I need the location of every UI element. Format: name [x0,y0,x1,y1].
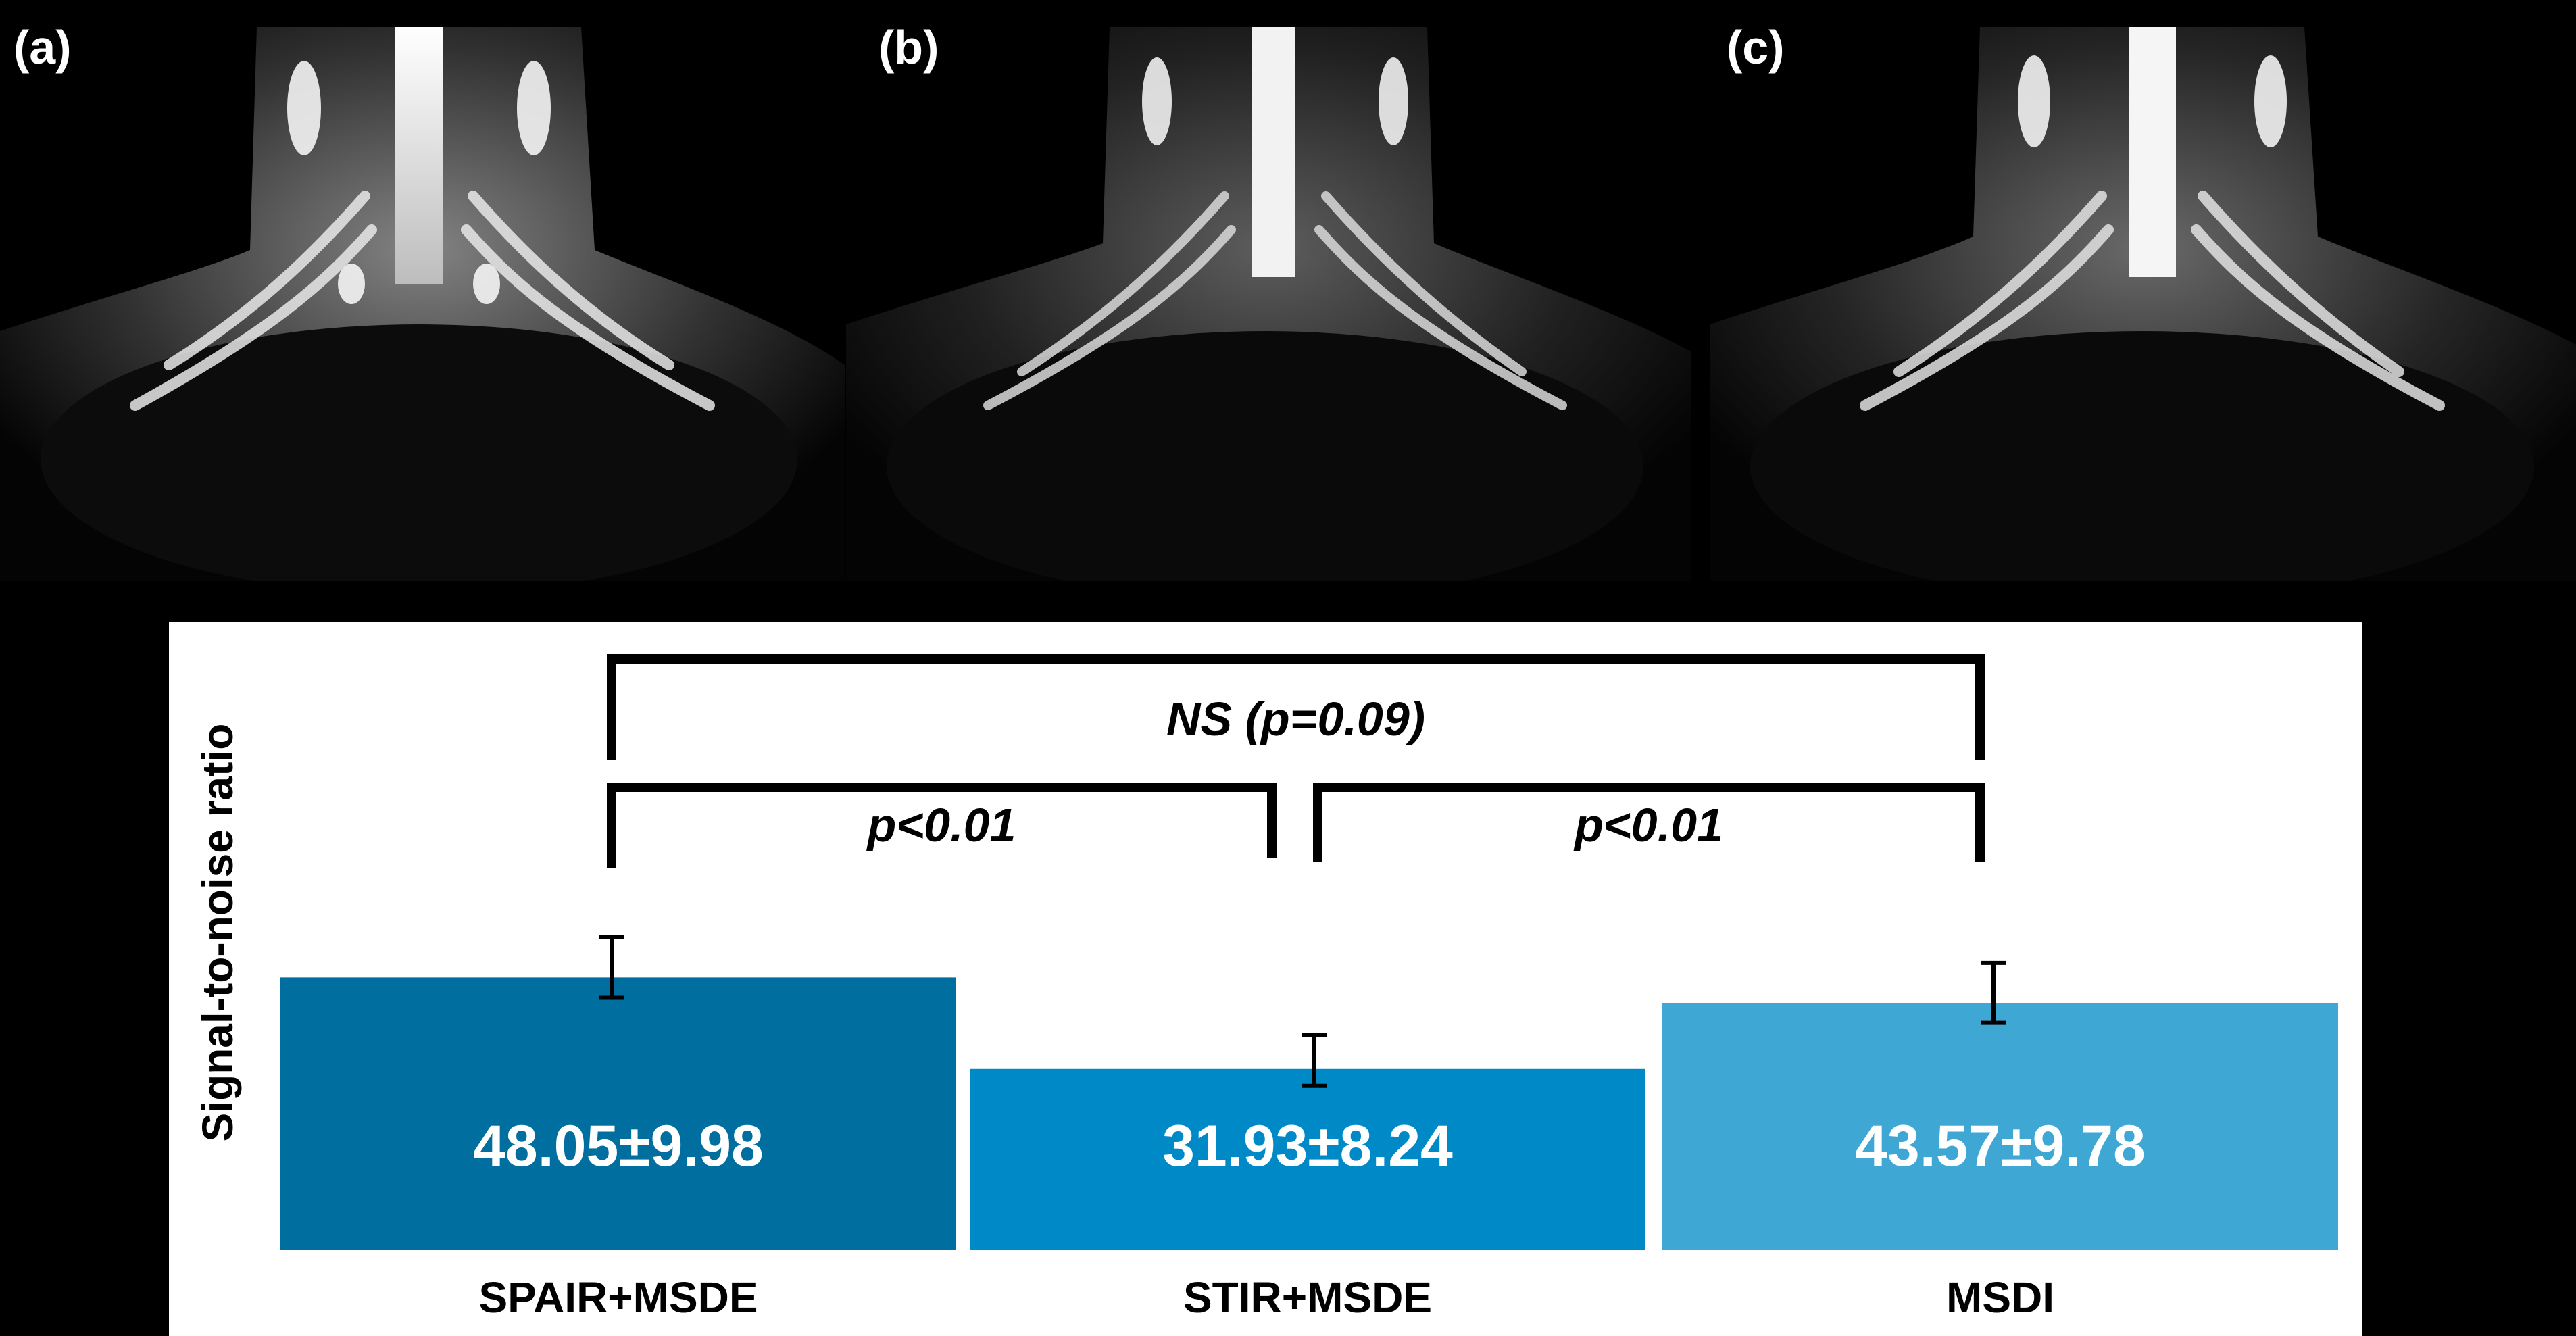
panel-label-c: (c) [1727,21,1785,74]
chart-canvas: 48.05±9.98 SPAIR+MSDE 31.93±8.24 STIR+MSDE 4… [280,654,2338,1322]
category-label-0: SPAIR+MSDE [478,1273,758,1322]
significance-bracket-1 [1313,783,1985,862]
y-axis-label-wrap: Signal-to-noise ratio [193,724,242,1142]
panel-label-b: (b) [878,21,939,74]
mri-panel-c [1710,27,2576,581]
mri-panel-b [846,27,1691,581]
value-label-2: 43.57±9.78 [1855,1114,2146,1179]
bar-stir-msde [970,1068,1645,1250]
category-label-1: STIR+MSDE [1183,1273,1432,1322]
y-axis-label: Signal-to-noise ratio [193,724,242,1142]
significance-bracket-2 [607,654,1985,760]
significance-label-2: NS (p=0.09) [1166,693,1425,745]
category-label-2: MSDI [1946,1273,2054,1322]
bar-spair-msde [280,977,956,1250]
mri-image-b [846,27,1691,581]
significance-label-0: p<0.01 [866,799,1016,851]
value-label-0: 48.05±9.98 [473,1114,764,1179]
panel-label-a: (a) [14,21,72,74]
mri-image-a [0,27,845,581]
mri-panel-a [0,27,845,581]
mri-image-c [1710,27,2576,581]
bar-msdi [1662,1003,2338,1250]
value-label-1: 31.93±8.24 [1162,1114,1453,1179]
significance-label-1: p<0.01 [1573,799,1723,851]
snr-bar-chart: 48.05±9.98 SPAIR+MSDE 31.93±8.24 STIR+MSDE 4… [169,622,2362,1336]
significance-bracket-0 [607,783,1277,868]
